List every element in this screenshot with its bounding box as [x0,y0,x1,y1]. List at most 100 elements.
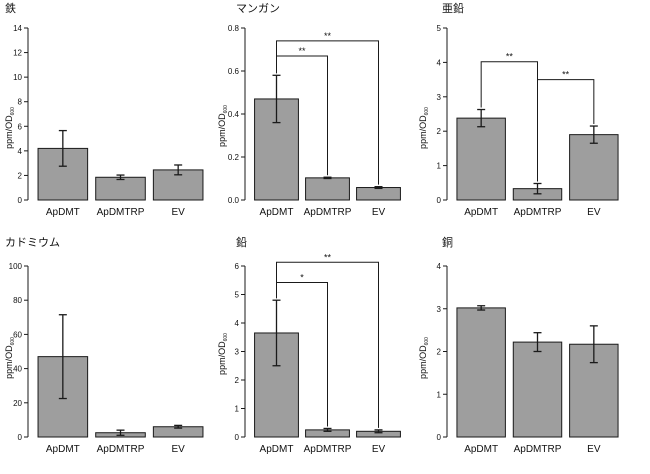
chart-title: マンガン [236,2,280,15]
y-axis-label-subscript: 600 [223,333,229,342]
x-tick-label: EV [372,207,386,218]
y-tick-label: 5 [235,291,240,300]
y-axis-label-main: ppm/OD [4,115,14,149]
y-axis-label-subscript: 600 [10,107,16,116]
bar [569,134,619,201]
chart-panel: 鉄 0 2 4 6 8 10 12 14 ppm/OD600 ApDMT ApDMTRP EV [4,1,204,218]
y-tick-label: 3 [235,348,240,357]
chart-panel: カドミウム 0 20 40 60 80 100 ppm/OD600 ApDMT ApDMTRP EV [4,236,204,455]
bar [456,117,506,201]
y-axis-label: ppm/OD600 [418,337,430,379]
x-tick-label: EV [171,207,185,218]
y-tick-label: 2 [437,127,442,136]
y-tick-label: 2 [437,348,442,357]
y-tick-label: 0 [437,196,442,205]
chart-title: カドミウム [5,236,60,249]
chart-title: 銅 [442,235,453,249]
y-axis-label-main: ppm/OD [217,113,227,147]
x-tick-label: ApDMT [46,444,80,455]
x-tick-label: ApDMTRP [514,444,562,455]
y-tick-label: 1 [235,405,240,414]
significance-label: ** [506,52,514,62]
x-tick-label: ApDMTRP [97,207,145,218]
x-tick-label: ApDMTRP [304,444,352,455]
x-tick-label: EV [171,444,185,455]
significance-bracket [276,261,379,428]
y-tick-label: 2 [235,376,240,385]
y-tick-label: 0 [437,433,442,442]
y-tick-label: 0.6 [228,67,240,76]
y-tick-label: 0.2 [228,153,240,162]
y-tick-label: 0.4 [228,110,240,119]
bar [95,176,146,201]
y-tick-label: 4 [437,58,442,67]
chart-panel: 亜鉛 0 1 2 3 4 5 ppm/OD600 ApDMT ApDMTRP EV ** ** [418,1,619,218]
y-tick-label: 14 [13,24,22,33]
y-axis-label: ppm/OD600 [217,333,229,375]
y-axis-label-main: ppm/OD [4,345,14,379]
y-tick-label: 10 [13,73,22,82]
y-tick-label: 1 [437,390,442,399]
y-tick-label: 0.8 [228,24,240,33]
chart-panel: 銅 0 1 2 3 4 ppm/OD600 ApDMT ApDMTRP EV [418,235,619,455]
y-tick-label: 6 [235,262,240,271]
y-tick-label: 8 [18,98,23,107]
y-tick-label: 80 [13,296,22,305]
y-tick-label: 12 [13,49,22,58]
x-tick-label: ApDMT [464,444,498,455]
y-axis-label: ppm/OD600 [4,107,16,149]
y-axis-label-subscript: 600 [223,105,229,114]
y-axis-label-main: ppm/OD [418,115,428,149]
significance-bracket [537,79,595,182]
y-tick-label: 2 [18,171,23,180]
y-axis-label-main: ppm/OD [418,345,428,379]
y-tick-label: 5 [437,24,442,33]
y-tick-label: 1 [437,162,442,171]
y-tick-label: 4 [18,147,23,156]
significance-label: ** [298,46,306,56]
x-tick-label: ApDMT [260,207,294,218]
bar [305,177,350,201]
x-tick-label: EV [587,207,601,218]
y-tick-label: 0 [235,433,240,442]
y-axis-label: ppm/OD600 [217,105,229,147]
x-tick-label: ApDMT [260,444,294,455]
chart-title: 亜鉛 [442,1,464,15]
significance-label: ** [562,70,570,80]
y-tick-label: 40 [13,365,22,374]
significance-label: ** [324,31,332,41]
y-tick-label: 0 [18,433,23,442]
y-axis-label-subscript: 600 [424,107,430,116]
y-tick-label: 100 [9,262,23,271]
x-tick-label: EV [372,444,386,455]
significance-bracket [276,40,379,185]
bar [512,341,563,438]
chart-title: 鉄 [5,1,16,15]
y-tick-label: 20 [13,399,22,408]
y-tick-label: 3 [437,93,442,102]
y-axis-label: ppm/OD600 [418,107,430,149]
x-tick-label: ApDMTRP [304,207,352,218]
y-axis-label-subscript: 600 [10,337,16,346]
bar [356,187,401,201]
x-tick-label: ApDMTRP [97,444,145,455]
chart-title: 鉛 [236,235,247,249]
y-tick-label: 3 [437,305,442,314]
y-tick-label: 6 [18,122,23,131]
x-tick-label: ApDMTRP [514,207,562,218]
y-tick-label: 0.0 [228,196,240,205]
y-tick-label: 60 [13,330,22,339]
y-tick-label: 0 [18,196,23,205]
chart-panel: マンガン 0.0 0.2 0.4 0.6 0.8 ppm/OD600 ApDMT ApDMTRP… [217,2,401,218]
significance-label: ** [324,252,332,262]
bar [456,307,506,438]
y-axis-label: ppm/OD600 [4,337,16,379]
y-axis-label-subscript: 600 [424,337,430,346]
y-tick-label: 4 [437,262,442,271]
x-tick-label: ApDMT [46,207,80,218]
x-tick-label: EV [587,444,601,455]
y-axis-label-main: ppm/OD [217,341,227,375]
y-tick-label: 4 [235,319,240,328]
